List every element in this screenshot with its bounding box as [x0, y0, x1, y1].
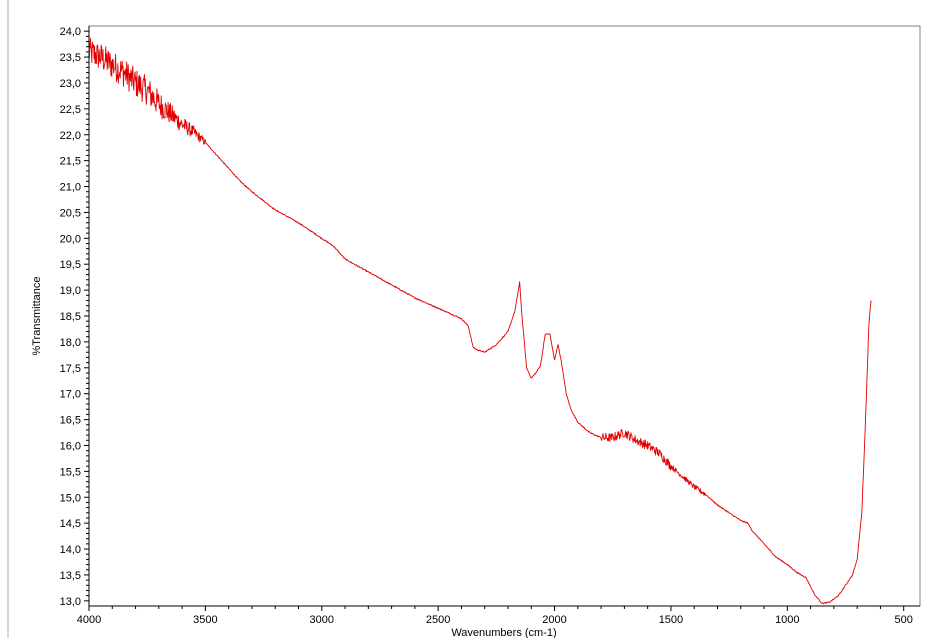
y-tick-label: 23,5	[60, 52, 81, 64]
x-tick-label: 1500	[659, 614, 683, 626]
y-tick-label: 15,5	[60, 466, 81, 478]
x-tick-label: 1000	[775, 614, 799, 626]
y-tick-label: 14,5	[60, 518, 81, 530]
y-axis-label: %Transmittance	[31, 276, 43, 355]
x-tick-label: 2000	[542, 614, 566, 626]
y-tick-label: 19,0	[60, 285, 81, 297]
x-tick-label: 4000	[77, 614, 101, 626]
y-tick-label: 16,5	[60, 415, 81, 427]
x-axis-label: Wavenumbers (cm-1)	[451, 627, 556, 638]
y-tick-label: 21,0	[60, 182, 81, 194]
y-tick-label: 15,0	[60, 492, 81, 504]
plot-frame	[88, 25, 921, 607]
y-tick-label: 22,0	[60, 130, 81, 142]
series-layer	[88, 37, 872, 605]
y-tick-label: 16,0	[60, 440, 81, 452]
x-axis-ticks: 4000 3500 3000 2500 2000 1500 1000 500	[77, 606, 913, 626]
y-tick-label: 13,5	[60, 570, 81, 582]
y-tick-label: 22,5	[60, 104, 81, 116]
y-tick-label: 23,0	[60, 78, 81, 90]
y-tick-label: 17,0	[60, 389, 81, 401]
y-tick-label: 24,0	[60, 26, 81, 38]
y-tick-label: 17,5	[60, 363, 81, 375]
y-tick-label: 14,0	[60, 544, 81, 556]
y-tick-label: 13,0	[60, 596, 81, 608]
y-tick-label: 20,5	[60, 207, 81, 219]
y-tick-label: 21,5	[60, 156, 81, 168]
y-axis-ticks: 13,0 13,5 14,0 14,5 15,0 15,5 16,0 16,5 17,0 17,5…	[60, 26, 89, 608]
y-tick-label: 18,0	[60, 337, 81, 349]
x-tick-label: 500	[895, 614, 913, 626]
y-tick-label: 19,5	[60, 259, 81, 271]
x-tick-label: 2500	[426, 614, 450, 626]
y-tick-label: 20,0	[60, 233, 81, 245]
y-tick-label: 18,5	[60, 311, 81, 323]
spectrum-line	[88, 37, 872, 605]
x-tick-label: 3500	[193, 614, 217, 626]
x-tick-label: 3000	[310, 614, 334, 626]
